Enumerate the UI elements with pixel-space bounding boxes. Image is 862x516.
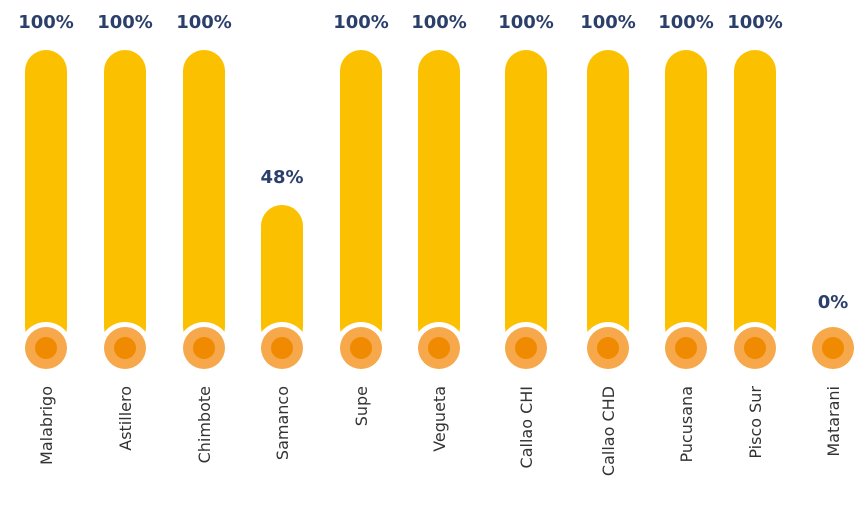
bar-base-marker-callao-chd (582, 322, 634, 374)
bar-base-marker-samanco (256, 322, 308, 374)
bar-callao-chi (505, 50, 547, 348)
bar-chimbote (183, 50, 225, 348)
category-label-chimbote: Chimbote (195, 386, 214, 463)
data-label-samanco: 48% (260, 167, 303, 188)
bar-base-marker-matarani (807, 322, 859, 374)
bars-layer (25, 50, 776, 348)
category-label-callao-chi: Callao CHI (517, 386, 536, 468)
bar-callao-chd (587, 50, 629, 348)
bar-vegueta (418, 50, 460, 348)
knobs-layer (20, 322, 859, 374)
bar-base-marker-pucusana (660, 322, 712, 374)
data-label-astillero: 100% (97, 12, 153, 33)
bar-malabrigo (25, 50, 67, 348)
data-label-matarani: 0% (818, 292, 849, 313)
category-label-vegueta: Vegueta (430, 386, 449, 452)
data-label-callao-chd: 100% (580, 12, 636, 33)
bar-base-marker-chimbote (178, 322, 230, 374)
data-label-malabrigo: 100% (18, 12, 74, 33)
bar-samanco (261, 204, 303, 348)
data-label-supe: 100% (333, 12, 389, 33)
bar-base-marker-vegueta (413, 322, 465, 374)
data-label-pucusana: 100% (658, 12, 714, 33)
category-label-pisco-sur: Pisco Sur (746, 386, 765, 459)
category-label-samanco: Samanco (273, 386, 292, 460)
category-label-malabrigo: Malabrigo (37, 386, 56, 465)
data-label-vegueta: 100% (411, 12, 467, 33)
bar-pucusana (665, 50, 707, 348)
bar-base-marker-pisco-sur (729, 322, 781, 374)
bar-base-marker-astillero (99, 322, 151, 374)
bar-base-marker-malabrigo (20, 322, 72, 374)
data-label-chimbote: 100% (176, 12, 232, 33)
category-label-pucusana: Pucusana (677, 386, 696, 463)
bar-base-marker-callao-chi (500, 322, 552, 374)
category-label-callao-chd: Callao CHD (599, 386, 618, 476)
bar-astillero (104, 50, 146, 348)
value-labels-layer: 100% 100% 100% 48% 100% 100% 100% 100% 100% 100% 0… (18, 12, 848, 313)
data-label-callao-chi: 100% (498, 12, 554, 33)
bar-supe (340, 50, 382, 348)
bar-base-marker-supe (335, 322, 387, 374)
category-label-matarani: Matarani (824, 386, 843, 457)
data-label-pisco-sur: 100% (727, 12, 783, 33)
category-label-supe: Supe (352, 386, 371, 426)
bar-pisco-sur (734, 50, 776, 348)
category-labels-layer: Malabrigo Astillero Chimbote Samanco Supe Veg… (37, 386, 843, 477)
category-label-astillero: Astillero (116, 386, 135, 451)
